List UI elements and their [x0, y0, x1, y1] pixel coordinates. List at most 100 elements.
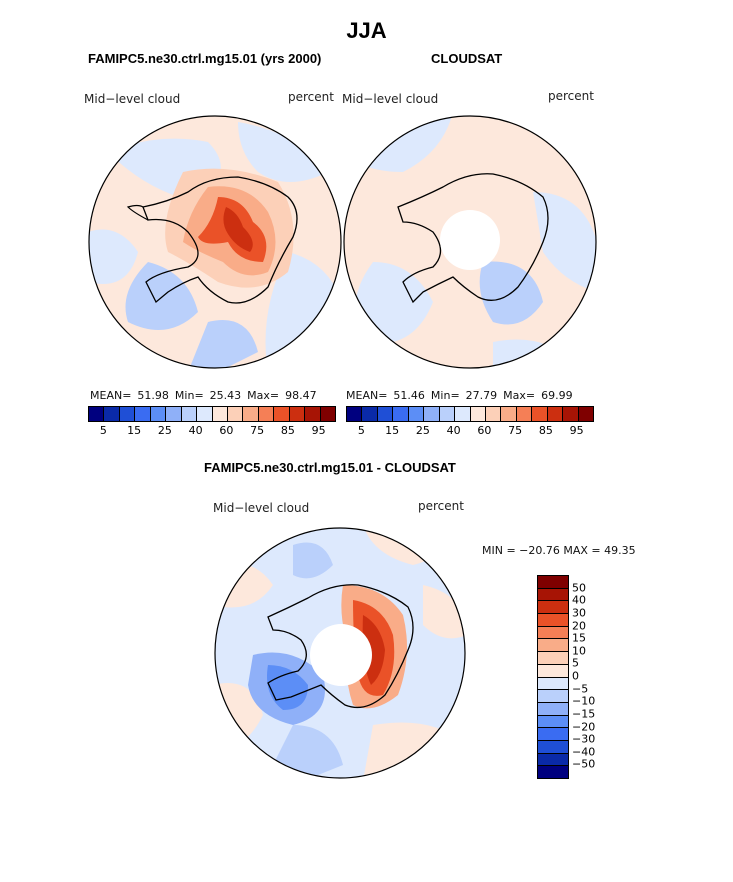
left-colorbar-swatch — [305, 407, 321, 421]
diff-colorbar-swatch — [538, 728, 568, 741]
diff-colorbar-tick-label: 30 — [572, 606, 586, 620]
diff-colorbar-swatch — [538, 652, 568, 665]
diff-colorbar-swatch — [538, 626, 568, 640]
panel-right-stats: MEAN= 51.46 Min= 27.79 Max= 69.99 — [346, 389, 579, 402]
left-colorbar-tick-label: 15 — [127, 424, 142, 437]
right-colorbar-swatch — [393, 407, 409, 421]
left-colorbar-swatch — [150, 407, 167, 421]
right-colorbar-swatch — [516, 407, 533, 421]
diff-colorbar-tick-label: 15 — [572, 631, 586, 645]
left-colorbar-swatch — [289, 407, 306, 421]
panel-left-colorbar — [88, 406, 336, 422]
diff-colorbar-tick-label: −30 — [572, 732, 596, 746]
right-colorbar-swatch — [470, 407, 486, 421]
right-colorbar-swatch — [455, 407, 471, 421]
left-colorbar-swatch — [227, 407, 244, 421]
panel-right-max-value: 69.99 — [541, 389, 573, 402]
left-colorbar-tick-label: 40 — [188, 424, 203, 437]
right-colorbar-swatch — [408, 407, 425, 421]
diff-colorbar-tick-label: −15 — [572, 707, 596, 721]
panel-left-units-label: percent — [288, 90, 334, 104]
diff-colorbar-swatch — [538, 702, 568, 716]
left-colorbar-swatch — [89, 407, 105, 421]
diff-colorbar-tick-label: 0 — [572, 669, 579, 683]
panel-left-max-value: 98.47 — [285, 389, 317, 402]
diff-colorbar-tick-label: 50 — [572, 581, 586, 595]
diff-colorbar-swatch — [538, 601, 568, 615]
panel-left-polar-map — [88, 115, 342, 369]
diff-colorbar-swatch — [538, 715, 568, 729]
diff-colorbar-tick-label: 40 — [572, 593, 586, 607]
panel-right-units-label: percent — [548, 89, 594, 103]
right-colorbar-swatch — [563, 407, 579, 421]
diff-colorbar-tick-label: −10 — [572, 694, 596, 708]
panel-left-field-label: Mid−level cloud — [84, 92, 181, 106]
page-title: JJA — [346, 18, 387, 43]
diff-colorbar-swatch — [538, 740, 568, 754]
right-colorbar-swatch — [362, 407, 378, 421]
panel-right-colorbar-ticks: 5 15 25 40 60 75 85 95 — [346, 424, 592, 438]
left-colorbar-tick-label: 85 — [280, 424, 295, 437]
diff-colorbar-swatch — [538, 614, 568, 627]
panel-diff-heading: FAMIPC5.ne30.ctrl.mg15.01 - CLOUDSAT — [204, 460, 456, 475]
diff-colorbar-tick-label: −40 — [572, 745, 596, 759]
panel-left-colorbar-ticks: 5 15 25 40 60 75 85 95 — [88, 424, 334, 438]
left-colorbar-swatch — [212, 407, 228, 421]
right-colorbar-swatch — [485, 407, 502, 421]
left-colorbar-swatch — [119, 407, 136, 421]
diff-colorbar-swatch — [538, 639, 568, 653]
right-colorbar-swatch — [424, 407, 440, 421]
left-colorbar-tick-label: 5 — [99, 424, 107, 437]
panel-left-max-label: Max= — [247, 389, 280, 402]
panel-right-min-label: Min= — [430, 389, 460, 402]
panel-left-stats: MEAN= 51.98 Min= 25.43 Max= 98.47 — [90, 389, 323, 402]
left-colorbar-swatch — [243, 407, 259, 421]
panel-left-heading: FAMIPC5.ne30.ctrl.mg15.01 (yrs 2000) — [88, 51, 322, 66]
right-colorbar-tick-label: 5 — [357, 424, 365, 437]
right-colorbar-tick-label: 75 — [508, 424, 523, 437]
left-colorbar-swatch — [104, 407, 120, 421]
left-colorbar-swatch — [258, 407, 275, 421]
right-colorbar-tick-label: 95 — [569, 424, 584, 437]
panel-left-mean-label: MEAN= — [90, 389, 132, 402]
diff-colorbar-swatch — [538, 766, 568, 778]
panel-diff-field-label: Mid−level cloud — [213, 501, 310, 515]
right-colorbar-swatch — [439, 407, 456, 421]
diff-colorbar-swatch — [538, 677, 568, 691]
diff-colorbar-tick-label: 10 — [572, 644, 586, 658]
diff-colorbar-tick-label: 5 — [572, 656, 579, 670]
left-colorbar-swatch — [197, 407, 213, 421]
panel-right-mean-label: MEAN= — [346, 389, 388, 402]
panel-diff-colorbar — [537, 575, 569, 779]
left-colorbar-swatch — [135, 407, 151, 421]
diff-colorbar-tick-label: 20 — [572, 619, 586, 632]
left-colorbar-swatch — [320, 407, 335, 421]
diff-colorbar-swatch — [538, 664, 568, 678]
left-colorbar-tick-label: 25 — [157, 424, 172, 437]
panel-diff-colorbar-ticks: 50 40 30 20 15 10 5 0 −5 −10 −15 −20 −30 −40 −50 — [572, 575, 612, 777]
panel-left-mean-value: 51.98 — [137, 389, 169, 402]
panel-diff-units-label: percent — [418, 499, 464, 513]
panel-right-colorbar — [346, 406, 594, 422]
left-colorbar-tick-label: 75 — [250, 424, 265, 437]
right-colorbar-tick-label: 25 — [415, 424, 430, 437]
panel-right-heading: CLOUDSAT — [431, 51, 503, 66]
diff-colorbar-tick-label: −5 — [572, 682, 589, 696]
right-colorbar-swatch — [578, 407, 593, 421]
diff-colorbar-tick-label: −20 — [572, 720, 596, 733]
panel-left-min-value: 25.43 — [209, 389, 242, 402]
panel-left-min-label: Min= — [174, 389, 204, 402]
panel-right-polar-map — [343, 115, 597, 369]
right-colorbar-tick-label: 15 — [385, 424, 400, 437]
panel-diff-minmax: MIN = −20.76 MAX = 49.35 — [482, 544, 636, 557]
left-colorbar-swatch — [181, 407, 198, 421]
right-colorbar-swatch — [547, 407, 564, 421]
left-colorbar-swatch — [274, 407, 290, 421]
right-colorbar-swatch — [532, 407, 548, 421]
diff-colorbar-swatch — [538, 588, 568, 602]
right-colorbar-tick-label: 85 — [538, 424, 553, 437]
right-colorbar-swatch — [501, 407, 517, 421]
panel-diff-polar-map — [214, 527, 466, 779]
right-colorbar-swatch — [377, 407, 394, 421]
diff-colorbar-swatch — [538, 576, 568, 589]
